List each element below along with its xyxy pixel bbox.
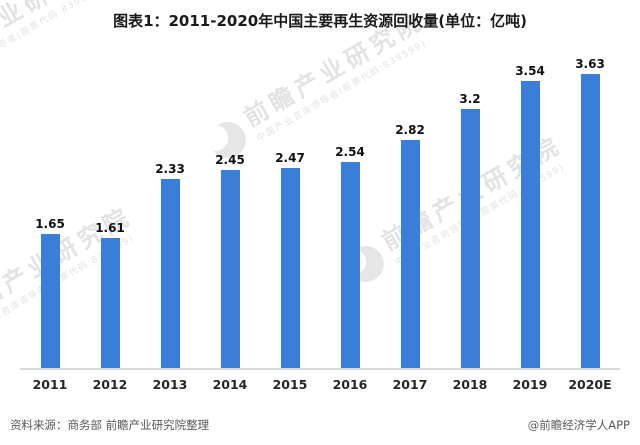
bar-column-2015: 2.47 [260, 151, 320, 368]
bar-value-label: 2.45 [215, 152, 245, 167]
bar-2017 [400, 139, 420, 368]
x-axis-label-2019: 2019 [512, 377, 548, 392]
x-axis-label-2020E: 2020E [568, 377, 612, 392]
bar-column-2017: 2.82 [380, 123, 440, 368]
bar-chart: 1.65 1.61 2.33 2.45 2.47 2.54 2.82 3.2 3.54 3.63 … [20, 44, 620, 392]
x-axis-label-2018: 2018 [452, 377, 488, 392]
brand-note: @前瞻经济学人APP [527, 418, 630, 432]
bar-value-label: 2.54 [335, 145, 365, 160]
bar-value-label: 3.63 [575, 56, 605, 71]
bar-column-2013: 2.33 [140, 162, 200, 368]
bar-column-2020E: 3.63 [560, 57, 620, 368]
plot-area: 1.65 1.61 2.33 2.45 2.47 2.54 2.82 3.2 3.54 3.63 [20, 44, 620, 370]
bar-value-label: 2.33 [155, 162, 185, 177]
bar-2011 [40, 234, 60, 368]
bar-column-2016: 2.54 [320, 145, 380, 368]
bar-column-2011: 1.65 [20, 217, 80, 368]
bar-column-2019: 3.54 [500, 64, 560, 368]
bar-value-label: 1.65 [35, 217, 65, 232]
x-axis-label-2017: 2017 [392, 377, 428, 392]
bar-column-2018: 3.2 [440, 92, 500, 368]
chart-title: 图表1：2011-2020年中国主要再生资源回收量(单位：亿吨) [113, 12, 527, 30]
x-axis: 2011 2012 2013 2014 2015 2016 2017 2018 2019 2020… [20, 370, 620, 392]
bar-2012 [100, 237, 120, 368]
bar-2013 [160, 179, 180, 368]
x-axis-label-2014: 2014 [212, 377, 248, 392]
bar-value-label: 2.47 [275, 150, 305, 165]
bar-value-label: 3.54 [515, 64, 545, 79]
bar-2016 [340, 162, 360, 368]
bar-value-label: 2.82 [395, 122, 425, 137]
bar-value-label: 1.61 [95, 220, 125, 235]
bar-column-2014: 2.45 [200, 153, 260, 368]
bar-2020E [580, 73, 600, 368]
source-note: 资料来源：商务部 前瞻产业研究院整理 [10, 418, 210, 432]
bar-2018 [460, 108, 480, 368]
x-axis-label-2012: 2012 [92, 377, 128, 392]
x-axis-label-2015: 2015 [272, 377, 308, 392]
x-axis-label-2016: 2016 [332, 377, 368, 392]
bar-2014 [220, 169, 240, 368]
chart-footer: 资料来源：商务部 前瞻产业研究院整理 @前瞻经济学人APP [10, 417, 630, 433]
x-axis-label-2013: 2013 [152, 377, 188, 392]
bar-2019 [520, 81, 540, 368]
bar-2015 [280, 167, 300, 368]
x-axis-label-2011: 2011 [32, 377, 68, 392]
bar-column-2012: 1.61 [80, 221, 140, 368]
bar-value-label: 3.2 [459, 91, 481, 106]
